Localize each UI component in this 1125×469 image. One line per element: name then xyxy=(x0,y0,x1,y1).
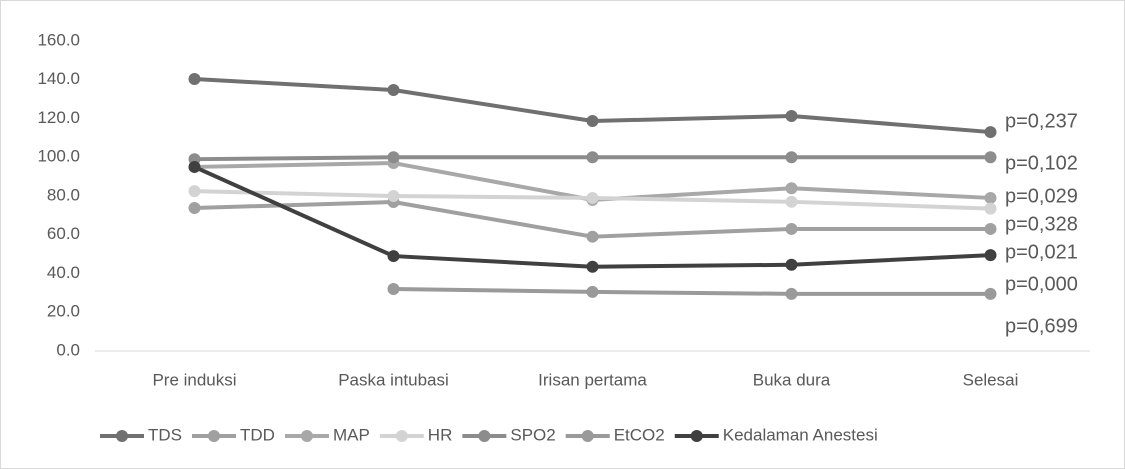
data-point xyxy=(188,202,201,215)
y-tick-label: 60.0 xyxy=(47,224,80,243)
data-point xyxy=(984,202,997,215)
legend-label: TDD xyxy=(240,425,275,444)
data-point xyxy=(188,185,201,198)
legend-marker xyxy=(581,430,594,442)
data-point xyxy=(387,84,400,97)
data-point xyxy=(785,182,798,195)
data-point xyxy=(785,258,798,271)
data-point xyxy=(188,160,201,173)
annotation: p=0,237 xyxy=(1005,110,1078,132)
data-point xyxy=(586,151,599,164)
data-point xyxy=(984,287,997,300)
data-point xyxy=(785,195,798,208)
legend-label: TDS xyxy=(148,425,182,444)
data-point xyxy=(785,222,798,235)
data-point xyxy=(387,283,400,295)
y-tick-label: 100.0 xyxy=(37,147,80,166)
y-tick-label: 20.0 xyxy=(47,302,80,321)
legend-marker xyxy=(478,430,491,442)
annotation: p=0,029 xyxy=(1005,185,1078,207)
annotation: p=0,102 xyxy=(1005,152,1078,174)
legend-label: HR xyxy=(428,425,453,444)
x-tick-label: Paska intubasi xyxy=(338,370,449,389)
data-point xyxy=(984,126,997,139)
data-point xyxy=(586,285,599,298)
x-tick-label: Pre induksi xyxy=(152,370,236,389)
data-point xyxy=(984,249,997,262)
data-point xyxy=(387,190,400,202)
legend-marker xyxy=(116,430,128,442)
legend-label: Kedalaman Anestesi xyxy=(723,425,878,444)
legend-label: SPO2 xyxy=(510,425,555,444)
annotation: p=0,328 xyxy=(1005,213,1078,235)
data-point xyxy=(387,250,400,263)
y-tick-label: 120.0 xyxy=(37,108,80,127)
data-point xyxy=(785,109,798,122)
series-line xyxy=(393,287,991,296)
y-tick-label: 80.0 xyxy=(47,185,80,204)
legend-label: MAP xyxy=(333,425,370,444)
data-point xyxy=(586,260,599,273)
legend-marker xyxy=(300,430,313,442)
x-tick-label: Irisan pertama xyxy=(538,370,647,389)
data-point xyxy=(984,151,997,164)
annotation: p=0,021 xyxy=(1005,241,1078,263)
data-point xyxy=(984,191,997,204)
annotation: p=0,000 xyxy=(1005,273,1078,295)
data-point xyxy=(785,287,798,300)
data-point xyxy=(984,222,997,235)
data-point xyxy=(387,151,400,164)
data-point xyxy=(188,72,201,85)
y-tick-label: 160.0 xyxy=(37,30,80,49)
data-point xyxy=(586,230,599,243)
y-tick-label: 0.0 xyxy=(56,340,80,359)
legend-label: EtCO2 xyxy=(614,425,665,444)
legend-marker xyxy=(395,430,408,442)
data-point xyxy=(586,191,599,204)
data-point xyxy=(586,115,599,128)
x-tick-label: Buka dura xyxy=(753,370,831,389)
y-tick-label: 40.0 xyxy=(47,263,80,282)
data-point xyxy=(785,151,798,164)
legend-marker xyxy=(208,430,220,442)
annotation: p=0,699 xyxy=(1005,315,1078,337)
x-tick-label: Selesai xyxy=(963,370,1019,389)
y-tick-label: 140.0 xyxy=(37,69,80,88)
legend-marker xyxy=(690,430,703,442)
